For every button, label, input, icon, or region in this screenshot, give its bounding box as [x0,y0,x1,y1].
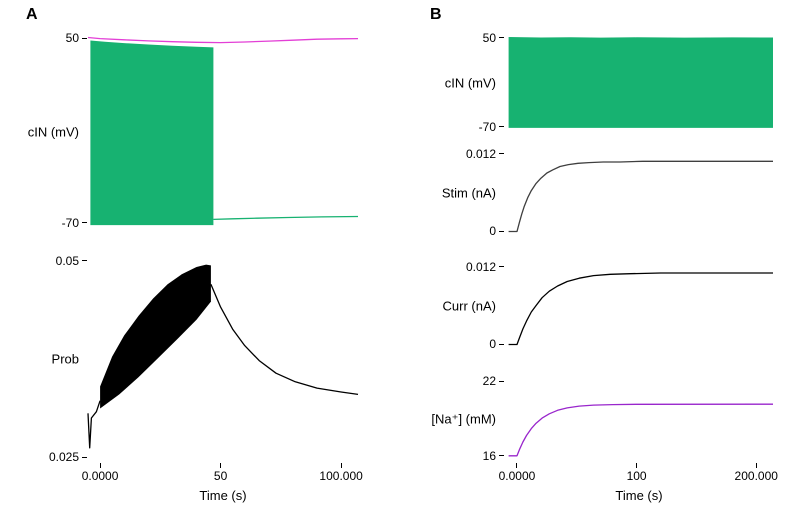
panel-b-curr-plot: 0.012 0 Curr (nA) [443,261,773,350]
y-tick-mark [82,37,87,39]
panel-b-cin-plot: 50 -70 cIN (mV) [445,32,773,133]
x-tick-label: 200.000 [734,469,778,483]
prob-decay-trace [210,284,359,396]
panel-a-prob-plot: 0.05 0.025 0.0000 50 100.000 Prob Time (s) [49,255,363,502]
x-tick-label: 50 [213,469,228,483]
y-tick-mark [499,126,504,128]
y-tick-mark [82,456,87,458]
y-axis-label: Curr (nA) [442,298,496,313]
cin-top-envelope-trace [87,36,359,44]
y-tick-mark [499,230,504,232]
y-axis-label: cIN (mV) [27,124,79,140]
y-tick-mark [499,455,504,457]
y-tick-mark [499,380,504,382]
panel-b-na-canvas [508,403,774,457]
y-tick-label: -70 [478,119,496,134]
y-tick-mark [82,222,87,224]
panel-b-stim-plot: 0.012 0 Stim (nA) [442,148,773,237]
prob-oscillation-envelope-fill [100,264,211,409]
panel-a-label: A [26,6,38,23]
panel-a-cin-plot: 50 -70 cIN (mV) [28,32,359,232]
x-tick-label: 0.0000 [498,469,536,483]
x-tick-label: 100.000 [319,469,363,483]
cin-resting-trace [213,215,359,221]
prob-onset-trace [87,400,101,449]
y-tick-label: -70 [61,215,79,230]
panel-b-na-plot: 22 16 0.0000 100 200.000 [Na⁺] (mM) Time (s) [431,375,778,502]
y-tick-label: 16 [482,448,496,463]
panel-b-stim-canvas [508,160,773,233]
y-tick-mark [499,37,504,39]
curr-trace [508,272,773,346]
panel-a-prob-canvas [87,264,359,449]
y-tick-label: 0.012 [465,259,496,274]
y-tick-label: 0 [489,224,496,239]
panel-b-curr-canvas [508,272,773,346]
x-tick-label: 0.0000 [81,469,119,483]
x-tick-mark [340,463,342,468]
x-tick-mark [755,463,757,468]
y-axis-label: [Na⁺] (mM) [431,411,496,426]
y-tick-label: 0.05 [55,253,79,268]
x-tick-label: 100 [626,469,647,483]
panel-b-label: B [430,6,442,23]
y-axis-label: Prob [51,351,79,367]
panel-a-cin-canvas [87,36,359,226]
y-tick-mark [499,153,504,155]
x-tick-mark [99,463,101,468]
sodium-concentration-trace [508,403,774,457]
cin-spiking-envelope-fill [508,37,773,128]
y-tick-mark [499,343,504,345]
y-tick-mark [499,266,504,268]
x-tick-mark [636,463,638,468]
x-tick-mark [516,463,518,468]
y-tick-mark [82,260,87,262]
panel-b-cin-canvas [508,37,773,128]
y-tick-label: 50 [482,30,496,45]
x-tick-mark [220,463,222,468]
y-tick-label: 22 [482,374,496,389]
stim-trace [508,160,773,233]
y-axis-label: Stim (nA) [441,185,496,200]
y-tick-label: 0.012 [465,146,496,161]
y-tick-label: 50 [65,31,79,46]
y-axis-label: cIN (mV) [444,75,496,91]
y-tick-label: 0 [489,337,496,352]
cin-spiking-envelope-fill [90,40,214,226]
x-axis-label: Time (s) [199,488,247,503]
y-tick-label: 0.025 [48,450,79,465]
x-axis-label: Time (s) [615,488,663,503]
